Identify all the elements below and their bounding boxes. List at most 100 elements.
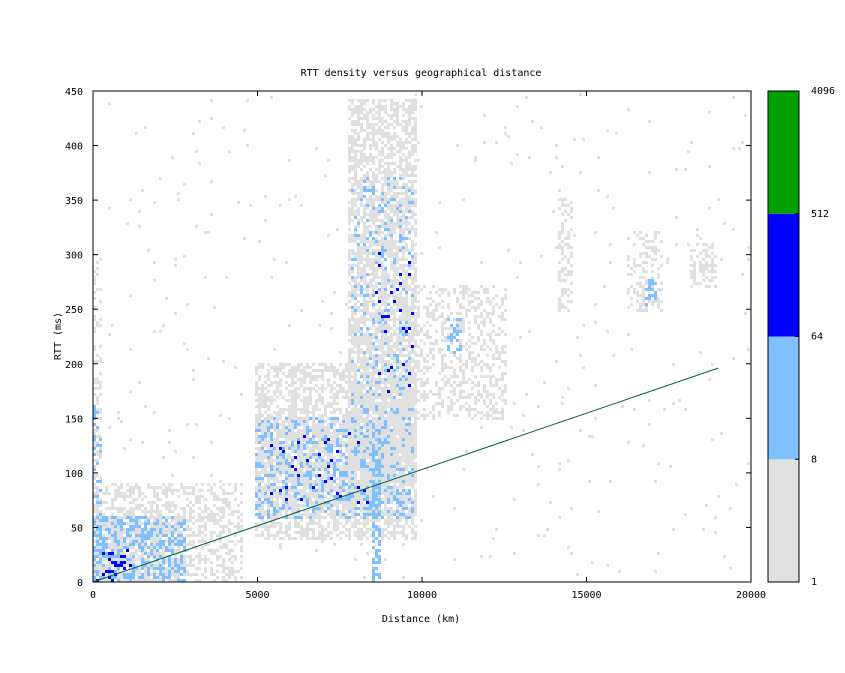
heatmap-cell xyxy=(345,369,348,372)
heatmap-cell xyxy=(297,450,300,453)
heatmap-cell xyxy=(363,180,366,183)
heatmap-cell xyxy=(393,354,396,357)
heatmap-cell xyxy=(153,522,156,525)
heatmap-cell xyxy=(198,516,201,519)
heatmap-cell xyxy=(171,540,174,543)
heatmap-cell xyxy=(327,384,330,387)
heatmap-cell xyxy=(294,387,297,390)
heatmap-cell xyxy=(141,504,144,507)
heatmap-cell xyxy=(273,492,276,495)
heatmap-cell xyxy=(180,552,183,555)
heatmap-cell xyxy=(183,579,186,582)
heatmap-cell xyxy=(315,432,318,435)
heatmap-cell xyxy=(192,510,195,513)
heatmap-cell xyxy=(330,366,333,369)
heatmap-cell xyxy=(396,408,399,411)
heatmap-cell xyxy=(369,453,372,456)
heatmap-cell xyxy=(255,492,258,495)
heatmap-cell xyxy=(285,504,288,507)
heatmap-cell xyxy=(294,435,297,438)
heatmap-cell xyxy=(303,396,306,399)
heatmap-cell xyxy=(342,396,345,399)
heatmap-cell xyxy=(282,453,285,456)
heatmap-cell xyxy=(291,483,294,486)
heatmap-cell xyxy=(339,501,342,504)
heatmap-cell xyxy=(369,420,372,423)
heatmap-cell xyxy=(336,477,339,480)
heatmap-cell xyxy=(381,510,384,513)
heatmap-cell xyxy=(327,438,330,441)
heatmap-cell xyxy=(132,531,135,534)
heatmap-cell xyxy=(354,420,357,423)
heatmap-cell xyxy=(396,402,399,405)
heatmap-cell xyxy=(114,543,117,546)
heatmap-cell xyxy=(273,486,276,489)
heatmap-cell xyxy=(315,456,318,459)
heatmap-cell xyxy=(297,492,300,495)
heatmap-cell xyxy=(306,456,309,459)
heatmap-cell xyxy=(309,438,312,441)
heatmap-cell xyxy=(258,402,261,405)
heatmap-cell xyxy=(270,504,273,507)
heatmap-cell xyxy=(99,531,102,534)
heatmap-cell xyxy=(342,471,345,474)
heatmap-cell xyxy=(339,492,342,495)
heatmap-cell xyxy=(405,513,408,516)
heatmap-cell xyxy=(147,558,150,561)
heatmap-cell xyxy=(381,198,384,201)
heatmap-cell xyxy=(258,378,261,381)
heatmap-cell xyxy=(228,519,231,522)
heatmap-cell xyxy=(102,492,105,495)
heatmap-cell xyxy=(135,534,138,537)
heatmap-cell xyxy=(291,390,294,393)
heatmap-cell xyxy=(108,528,111,531)
heatmap-cell xyxy=(345,423,348,426)
heatmap-cell xyxy=(294,468,297,471)
heatmap-cell xyxy=(399,480,402,483)
heatmap-cell xyxy=(321,531,324,534)
heatmap-cell xyxy=(372,441,375,444)
heatmap-cell xyxy=(342,531,345,534)
heatmap-cell xyxy=(375,474,378,477)
heatmap-cell xyxy=(396,519,399,522)
heatmap-cell xyxy=(117,516,120,519)
heatmap-cell xyxy=(366,189,369,192)
heatmap-cell xyxy=(93,276,96,279)
heatmap-cell xyxy=(183,507,186,510)
heatmap-cell xyxy=(267,489,270,492)
heatmap-cell xyxy=(228,549,231,552)
heatmap-cell xyxy=(105,525,108,528)
heatmap-cell xyxy=(282,435,285,438)
heatmap-cell xyxy=(138,531,141,534)
heatmap-cell xyxy=(363,510,366,513)
heatmap-cell xyxy=(300,483,303,486)
heatmap-cell xyxy=(285,417,288,420)
heatmap-cell xyxy=(228,483,231,486)
heatmap-cell xyxy=(366,498,369,501)
heatmap-cell xyxy=(312,435,315,438)
heatmap-cell xyxy=(357,537,360,540)
heatmap-cell xyxy=(324,387,327,390)
heatmap-cell xyxy=(261,447,264,450)
heatmap-cell xyxy=(228,567,231,570)
heatmap-cell xyxy=(219,519,222,522)
heatmap-cell xyxy=(321,384,324,387)
heatmap-cell xyxy=(387,303,390,306)
heatmap-cell xyxy=(324,462,327,465)
heatmap-cell xyxy=(204,576,207,579)
heatmap-cell xyxy=(228,507,231,510)
heatmap-cell xyxy=(357,450,360,453)
heatmap-cell xyxy=(264,513,267,516)
heatmap-cell xyxy=(342,483,345,486)
heatmap-cell xyxy=(321,447,324,450)
heatmap-cell xyxy=(324,366,327,369)
heatmap-cell xyxy=(294,522,297,525)
heatmap-cell xyxy=(120,579,123,582)
heatmap-cell xyxy=(261,426,264,429)
heatmap-cell xyxy=(93,327,96,330)
heatmap-cell xyxy=(360,327,363,330)
heatmap-cell xyxy=(300,456,303,459)
heatmap-cell xyxy=(273,513,276,516)
heatmap-cell xyxy=(321,456,324,459)
heatmap-cell xyxy=(264,375,267,378)
